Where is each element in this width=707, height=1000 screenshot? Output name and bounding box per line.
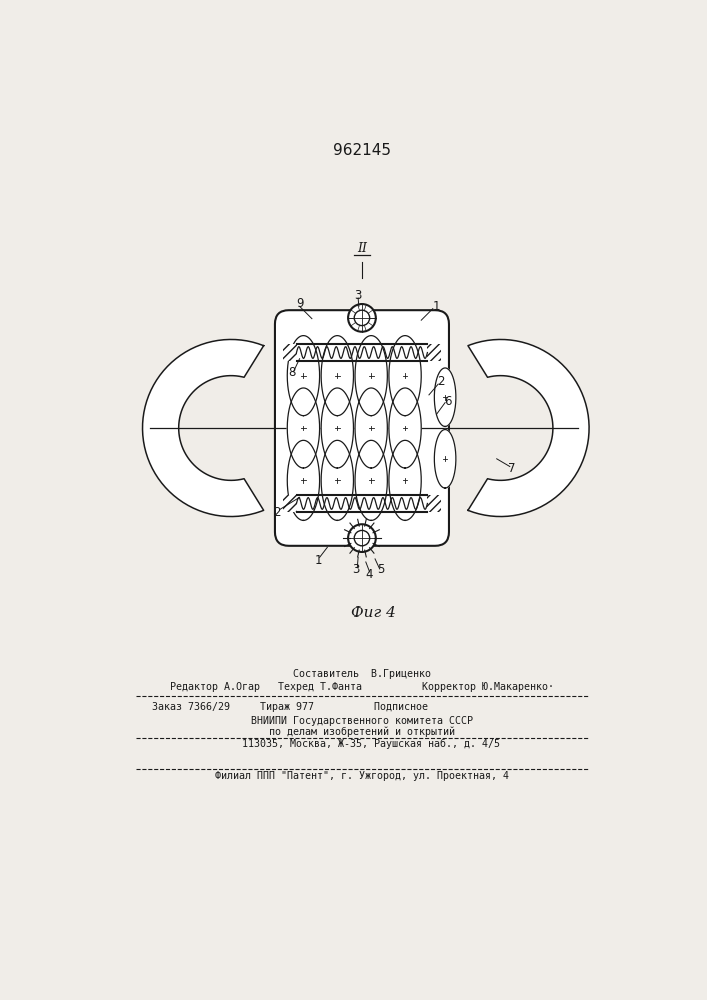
Text: Заказ 7366/29     Тираж 977          Подписное: Заказ 7366/29 Тираж 977 Подписное <box>152 702 428 712</box>
Text: по делам изобретений и открытий: по делам изобретений и открытий <box>269 727 455 737</box>
Bar <box>428 344 441 361</box>
Polygon shape <box>143 339 264 517</box>
Polygon shape <box>355 388 387 468</box>
Text: Филиал ППП "Патент", г. Ужгород, ул. Проектная, 4: Филиал ППП "Патент", г. Ужгород, ул. Про… <box>215 771 509 781</box>
Circle shape <box>348 524 376 552</box>
Text: 1: 1 <box>433 300 440 313</box>
Text: 6: 6 <box>444 395 451 408</box>
Polygon shape <box>434 430 456 488</box>
Circle shape <box>348 304 376 332</box>
Polygon shape <box>389 440 421 520</box>
Polygon shape <box>468 339 589 517</box>
FancyBboxPatch shape <box>275 310 449 546</box>
Polygon shape <box>287 388 320 468</box>
Bar <box>283 495 296 512</box>
Text: 7: 7 <box>508 462 516 475</box>
Text: 3: 3 <box>352 563 359 576</box>
Polygon shape <box>321 336 354 416</box>
Polygon shape <box>389 336 421 416</box>
Polygon shape <box>389 388 421 468</box>
Text: 3: 3 <box>354 289 362 302</box>
Text: 8: 8 <box>288 366 296 379</box>
Text: 4: 4 <box>365 568 373 581</box>
Text: Составитель  В.Гриценко: Составитель В.Гриценко <box>293 669 431 679</box>
Text: 113035, Москва, Ж-35, Раушская наб., д. 4/5: 113035, Москва, Ж-35, Раушская наб., д. … <box>224 739 500 749</box>
Polygon shape <box>434 368 456 426</box>
Polygon shape <box>321 440 354 520</box>
Text: 2: 2 <box>274 506 281 519</box>
Polygon shape <box>287 440 320 520</box>
Text: 962145: 962145 <box>333 143 391 158</box>
Text: 9: 9 <box>296 297 303 310</box>
Text: 5: 5 <box>378 563 385 576</box>
Text: 2: 2 <box>437 375 444 388</box>
Polygon shape <box>287 336 320 416</box>
Polygon shape <box>355 336 387 416</box>
Text: Фиг 4: Фиг 4 <box>351 606 396 620</box>
Polygon shape <box>321 388 354 468</box>
Text: 1: 1 <box>315 554 322 567</box>
Bar <box>428 495 441 512</box>
Text: Редактор А.Огар   Техред Т.Фанта          Корректор Ю.Макаренко·: Редактор А.Огар Техред Т.Фанта Корректор… <box>170 682 554 692</box>
Bar <box>283 344 296 361</box>
Text: II: II <box>357 242 367 255</box>
Polygon shape <box>355 440 387 520</box>
Text: ВНИИПИ Государственного комитета СССР: ВНИИПИ Государственного комитета СССР <box>251 716 473 726</box>
